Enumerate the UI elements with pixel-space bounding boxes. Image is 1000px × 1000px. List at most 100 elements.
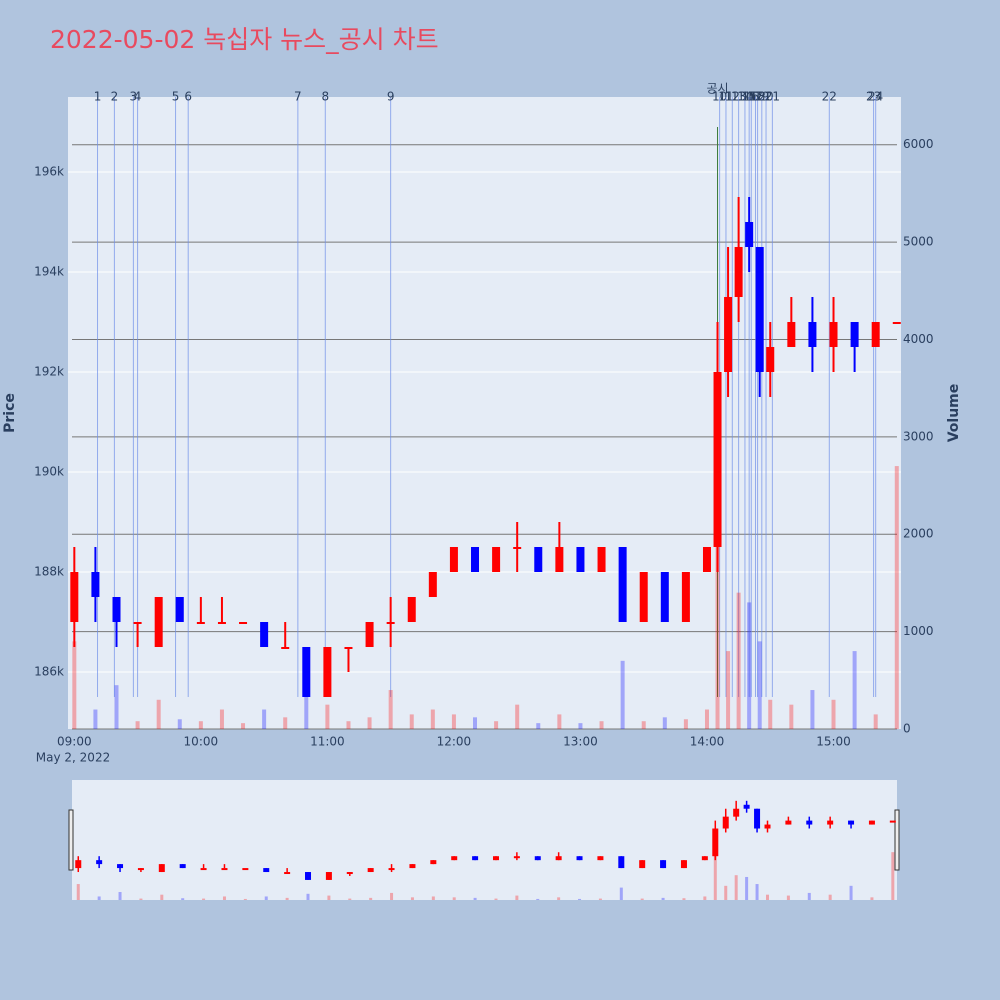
volume-bar [135, 721, 140, 729]
volume-bar [768, 699, 773, 729]
y2-axis-title: Volume [946, 384, 962, 443]
y-tick-label: 188k [34, 565, 64, 579]
range-handle[interactable] [68, 809, 74, 871]
candle-body [681, 572, 690, 622]
mini-candle-body [492, 856, 499, 861]
news-label: 15 [742, 90, 757, 104]
mini-candle-body [367, 868, 374, 873]
mini-volume-bar [390, 892, 394, 900]
mini-volume-bar [410, 897, 414, 900]
volume-bar [241, 723, 246, 729]
x-tick-label: 12:00 [437, 735, 472, 749]
volume-bar [72, 641, 77, 729]
mini-volume-bar [557, 897, 561, 900]
candle-body [618, 547, 627, 622]
mini-volume-bar [97, 896, 101, 900]
volume-bar [578, 723, 583, 729]
mini-volume-bar [849, 885, 853, 900]
candle-body [534, 547, 543, 572]
mini-candle-body [660, 860, 667, 869]
mini-candle-body [200, 868, 207, 871]
mini-volume-bar [139, 898, 143, 900]
mini-candle-body [712, 828, 719, 857]
volume-bar [283, 717, 288, 729]
volume-bar [494, 721, 499, 729]
y2-tick-label: 0 [903, 722, 911, 736]
y-tick-label: 192k [34, 365, 64, 379]
mini-volume-bar [369, 897, 373, 900]
volume-bar [388, 690, 393, 729]
candle-body [576, 547, 585, 572]
volume-bar [156, 699, 161, 729]
mini-volume-bar [745, 876, 749, 900]
mini-volume-bar [807, 892, 811, 900]
mini-volume-bar [181, 898, 185, 900]
candle-body [755, 247, 764, 372]
candle-body [713, 372, 722, 547]
mini-candle-body [754, 808, 761, 829]
volume-bar [346, 721, 351, 729]
volume-bar [430, 709, 435, 729]
range-handle[interactable] [894, 809, 900, 871]
candle-body [829, 322, 838, 347]
candle-body [365, 622, 374, 647]
mini-candle-body [179, 864, 186, 869]
mini-candle-body [96, 860, 103, 865]
mini-volume-bar [734, 875, 738, 900]
candle-body [892, 322, 901, 324]
volume-bar [451, 714, 456, 729]
mini-volume-bar [264, 896, 268, 900]
mini-volume-bar [473, 897, 477, 900]
candle-body [133, 622, 142, 624]
mini-candle-body [806, 820, 813, 825]
candle-body [344, 647, 353, 649]
volume-bar [93, 709, 98, 729]
news-label: 1 [94, 90, 102, 104]
news-label: 22 [822, 90, 837, 104]
plot-area [68, 97, 901, 729]
candle-body [724, 297, 733, 372]
range-slider[interactable] [72, 780, 897, 900]
mini-candle-body [117, 864, 124, 869]
mini-candle-body [785, 820, 792, 825]
mini-volume-bar [118, 892, 122, 900]
volume-bar [304, 694, 309, 729]
volume-bar [641, 721, 646, 729]
candle-body [70, 572, 79, 622]
mini-volume-bar [202, 898, 206, 900]
candle-body [428, 572, 437, 597]
mini-volume-bar [766, 894, 770, 900]
volume-bar [873, 714, 878, 729]
candle-body [787, 322, 796, 347]
volume-bar [747, 602, 752, 729]
news-label: 6 [184, 90, 192, 104]
mini-volume-bar [661, 897, 665, 900]
volume-bar [177, 719, 182, 729]
disclosure-label: 공시 [706, 82, 728, 96]
mini-candle-body [158, 864, 165, 873]
volume-bar [262, 709, 267, 729]
candle-body [407, 597, 416, 622]
x-tick-label: 15:00 [816, 735, 851, 749]
news-label: 11 [718, 90, 733, 104]
mini-volume-bar [755, 884, 759, 900]
mini-volume-bar [327, 895, 331, 900]
volume-bar [219, 709, 224, 729]
volume-bar [683, 719, 688, 729]
mini-candle-body [513, 856, 520, 859]
volume-bar [557, 714, 562, 729]
mini-candle-body [848, 820, 855, 825]
candle-body [766, 347, 775, 372]
mini-volume-bar [703, 896, 707, 900]
volume-bar [599, 721, 604, 729]
candle-body [513, 547, 522, 549]
news-label: 9 [387, 90, 395, 104]
candle-body [850, 322, 859, 347]
mini-volume-bar [619, 887, 623, 900]
mini-candle-body [701, 856, 708, 861]
volume-bar [198, 721, 203, 729]
y-tick-label: 194k [34, 265, 64, 279]
news-label: 7 [294, 90, 302, 104]
candle-body [323, 647, 332, 697]
